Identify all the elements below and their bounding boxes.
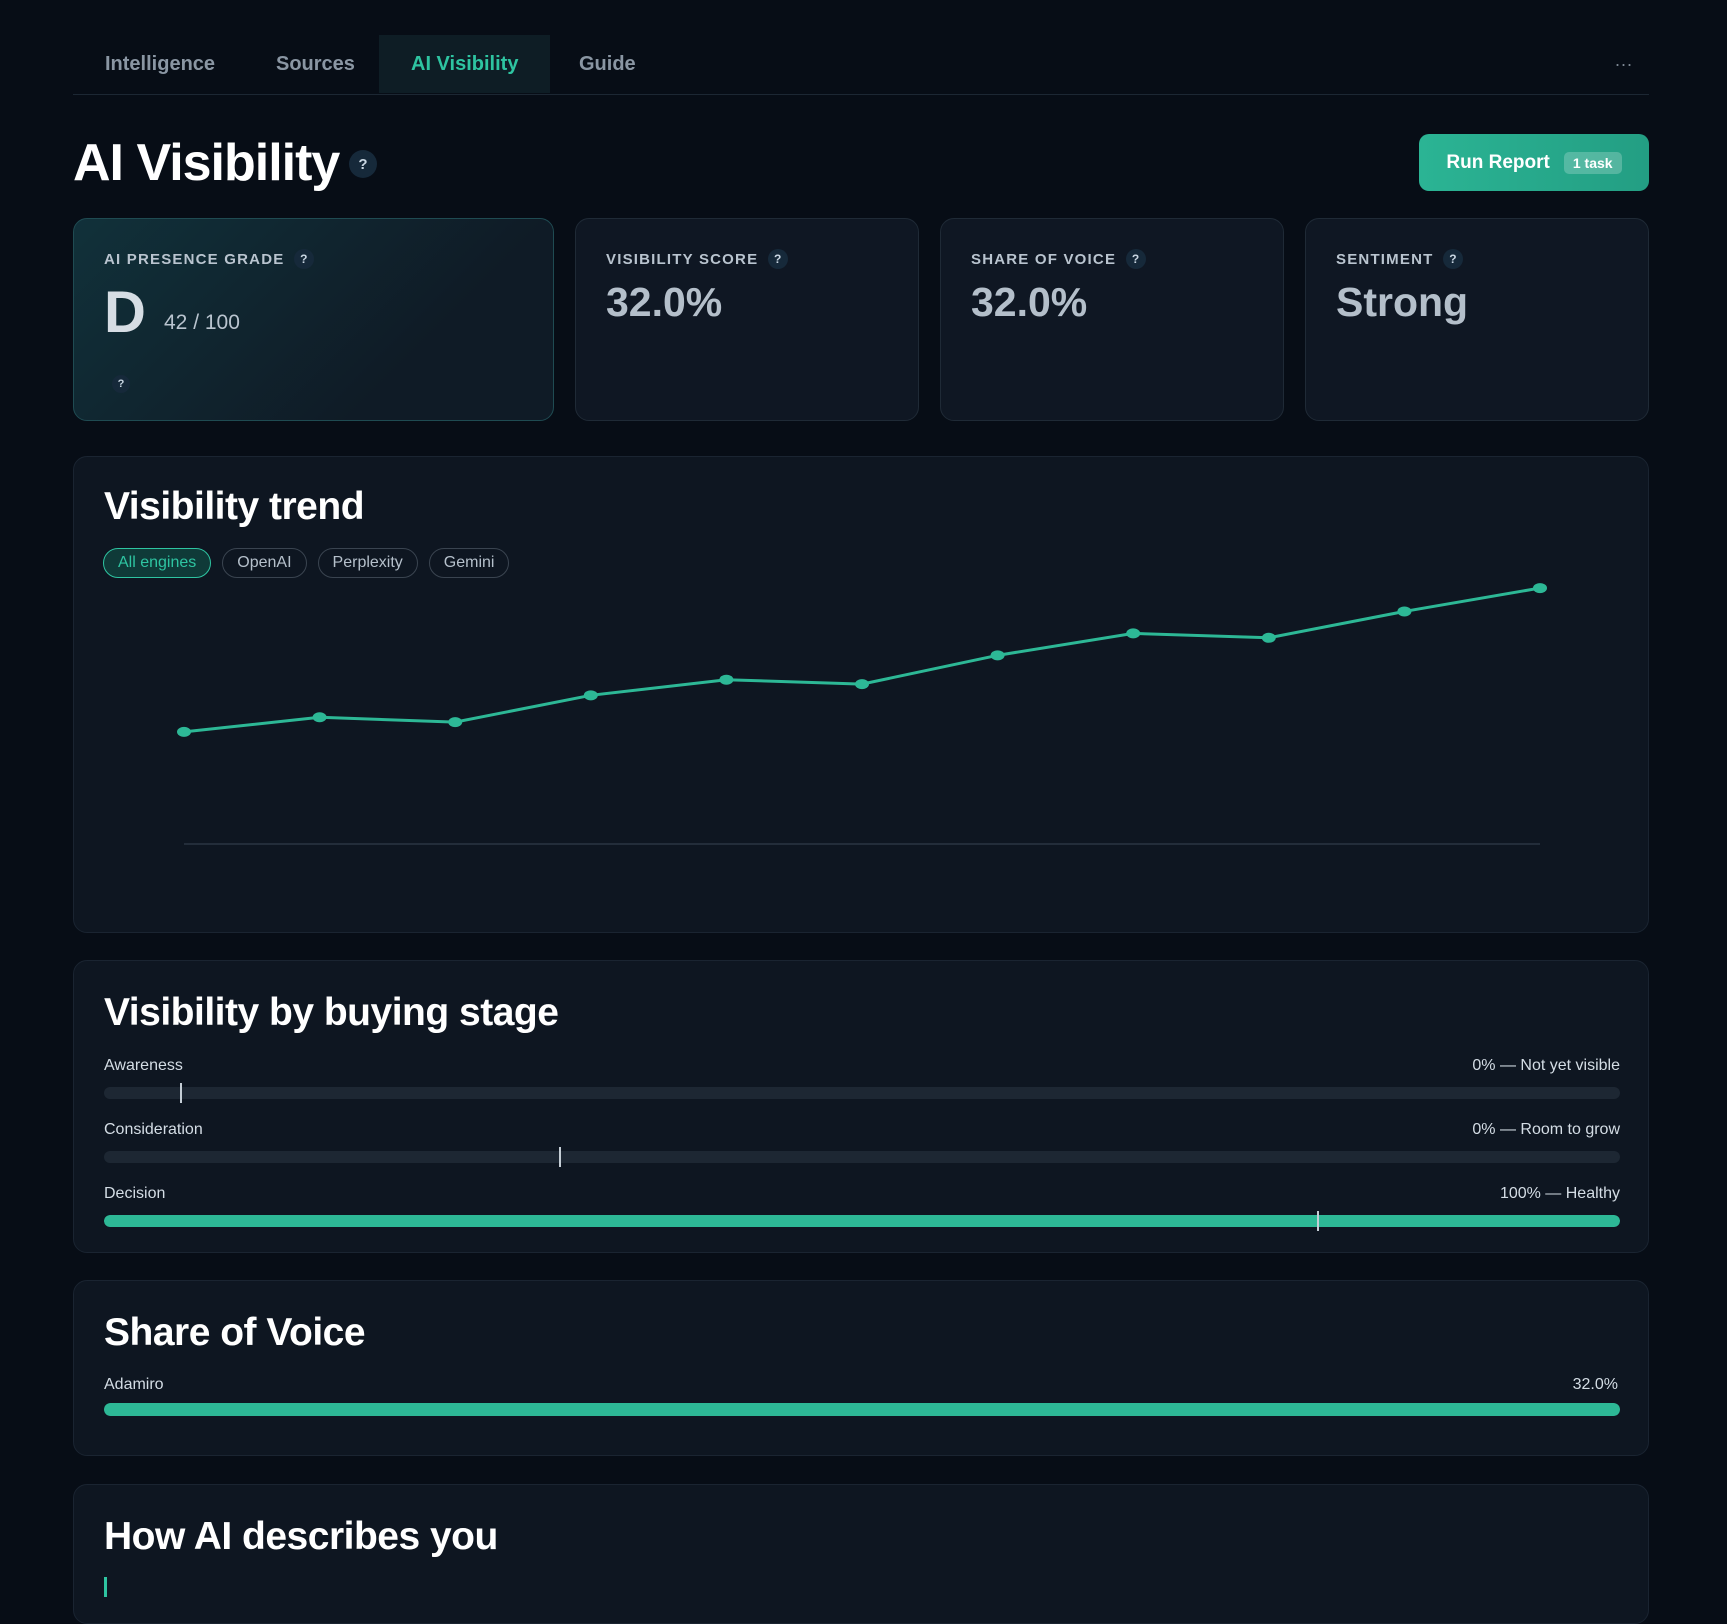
ai-description-panel: How AI describes you bbox=[73, 1484, 1649, 1624]
description-accent-bar bbox=[104, 1577, 107, 1597]
visibility-score-label-row: VISIBILITY SCORE ? bbox=[606, 249, 789, 269]
stage-track bbox=[104, 1087, 1620, 1099]
tab-bar: Intelligence Sources AI Visibility Guide… bbox=[73, 0, 1649, 95]
share-of-voice-card: SHARE OF VOICE ? 32.0% bbox=[940, 218, 1284, 421]
data-point[interactable] bbox=[583, 690, 598, 701]
sentiment-card: SENTIMENT ? Strong bbox=[1305, 218, 1649, 421]
stage-status: 0% — Not yet visible bbox=[1472, 1057, 1620, 1074]
grade-score: 42 / 100 bbox=[164, 311, 240, 334]
grade-card: AI PRESENCE GRADE ? D 42 / 100 ? bbox=[73, 218, 554, 421]
share-of-voice-value: 32.0% bbox=[971, 279, 1088, 325]
stage-status: 100% — Healthy bbox=[1499, 1185, 1620, 1202]
share-of-voice-title: Share of Voice bbox=[104, 1311, 366, 1354]
grade-letter: D bbox=[104, 280, 146, 345]
visibility-trend-chart bbox=[177, 583, 1547, 845]
help-icon[interactable]: ? bbox=[1126, 249, 1147, 269]
tab-sources[interactable]: Sources bbox=[276, 53, 355, 75]
data-point[interactable] bbox=[990, 650, 1005, 661]
share-of-voice-panel: Share of Voice Adamiro 32.0% bbox=[73, 1280, 1649, 1456]
stage-track bbox=[104, 1151, 1620, 1163]
sov-fill bbox=[104, 1403, 1620, 1416]
run-report-button[interactable]: Run Report 1 task bbox=[1419, 134, 1649, 191]
tab-guide[interactable]: Guide bbox=[579, 53, 636, 75]
buying-stage-title: Visibility by buying stage bbox=[104, 991, 559, 1034]
data-point[interactable] bbox=[1261, 632, 1276, 643]
visibility-score-card: VISIBILITY SCORE ? 32.0% bbox=[575, 218, 919, 421]
stat-cards: AI PRESENCE GRADE ? D 42 / 100 ? VISIBIL… bbox=[73, 218, 1649, 423]
sov-brand-value: 32.0% bbox=[1572, 1376, 1618, 1393]
stage-name: Consideration bbox=[104, 1121, 203, 1138]
data-point[interactable] bbox=[1533, 583, 1547, 594]
stage-name: Awareness bbox=[104, 1057, 183, 1074]
help-icon[interactable]: ? bbox=[349, 150, 377, 178]
page: Intelligence Sources AI Visibility Guide… bbox=[73, 0, 1649, 1624]
grade-label-row: AI PRESENCE GRADE ? bbox=[104, 249, 315, 269]
buying-stage-panel: Visibility by buying stage Awareness 0% … bbox=[73, 960, 1649, 1253]
page-title: AI Visibility bbox=[73, 134, 340, 192]
visibility-score-label: VISIBILITY SCORE bbox=[606, 250, 759, 268]
sov-track bbox=[104, 1403, 1620, 1416]
data-point[interactable] bbox=[177, 726, 191, 737]
data-point[interactable] bbox=[719, 674, 734, 685]
tab-intelligence[interactable]: Intelligence bbox=[105, 53, 216, 75]
grade-label: AI PRESENCE GRADE bbox=[104, 250, 285, 268]
help-icon[interactable]: ? bbox=[112, 375, 130, 393]
help-icon[interactable]: ? bbox=[1443, 249, 1464, 269]
visibility-trend-title: Visibility trend bbox=[104, 485, 365, 528]
chip-perplexity[interactable]: Perplexity bbox=[317, 548, 418, 578]
data-point[interactable] bbox=[855, 679, 869, 690]
chip-gemini[interactable]: Gemini bbox=[428, 548, 510, 578]
stage-fill bbox=[104, 1215, 1620, 1227]
series-line bbox=[183, 586, 1541, 734]
sentiment-label: SENTIMENT bbox=[1336, 250, 1434, 268]
chip-all-engines[interactable]: All engines bbox=[103, 548, 212, 578]
sov-brand-name: Adamiro bbox=[104, 1376, 164, 1393]
data-point[interactable] bbox=[1126, 628, 1141, 639]
share-of-voice-label-row: SHARE OF VOICE ? bbox=[971, 249, 1147, 269]
stage-status: 0% — Room to grow bbox=[1472, 1121, 1620, 1138]
data-point[interactable] bbox=[448, 717, 463, 728]
stage-track bbox=[104, 1215, 1620, 1227]
stage-marker bbox=[558, 1147, 561, 1167]
stage-marker bbox=[179, 1083, 182, 1103]
visibility-score-value: 32.0% bbox=[606, 279, 723, 325]
share-of-voice-label: SHARE OF VOICE bbox=[971, 250, 1117, 268]
ai-description-title: How AI describes you bbox=[104, 1515, 498, 1558]
page-header: AI Visibility ? Run Report 1 task bbox=[73, 95, 1649, 215]
stage-name: Decision bbox=[104, 1185, 166, 1202]
run-report-label: Run Report bbox=[1446, 151, 1550, 173]
stage-marker bbox=[1316, 1211, 1319, 1231]
sentiment-value: Strong bbox=[1336, 279, 1469, 325]
data-point[interactable] bbox=[312, 712, 327, 723]
task-count-badge: 1 task bbox=[1563, 151, 1622, 174]
chip-openai[interactable]: OpenAI bbox=[222, 548, 307, 578]
help-icon[interactable]: ? bbox=[768, 249, 789, 269]
data-point[interactable] bbox=[1397, 606, 1412, 617]
tab-ai-visibility[interactable]: AI Visibility bbox=[379, 35, 551, 93]
engine-filter-chips: All engines OpenAI Perplexity Gemini bbox=[103, 548, 510, 578]
sentiment-label-row: SENTIMENT ? bbox=[1336, 249, 1464, 269]
visibility-trend-panel: Visibility trend All engines OpenAI Perp… bbox=[73, 456, 1649, 933]
help-icon[interactable]: ? bbox=[294, 249, 315, 269]
more-options-icon[interactable]: ... bbox=[1614, 50, 1633, 70]
